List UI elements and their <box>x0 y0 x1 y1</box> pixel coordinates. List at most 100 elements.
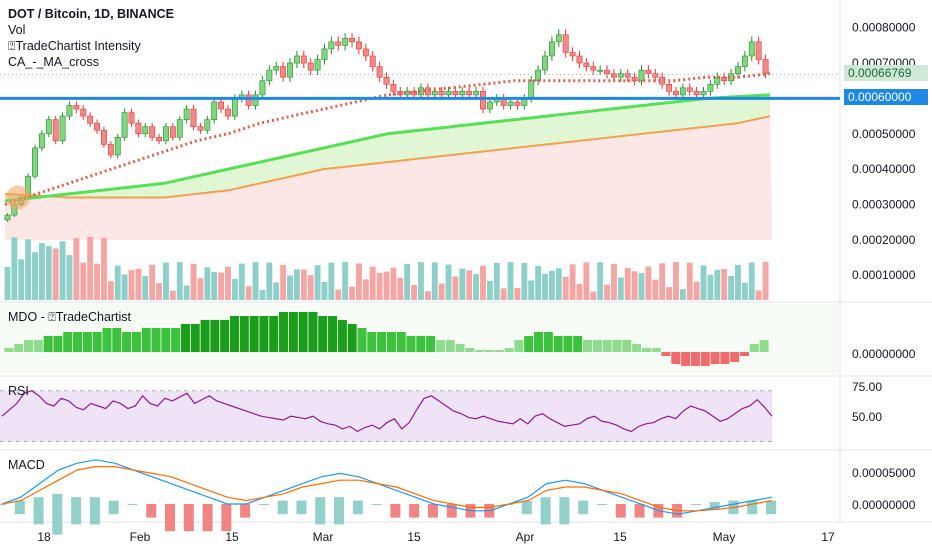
mdo-bar <box>553 336 563 352</box>
macd-histogram-bar <box>352 500 363 515</box>
volume-bar <box>225 266 231 300</box>
signal-line <box>1 466 773 512</box>
symbol-title[interactable]: DOT / Bitcoin, 1D, BINANCE <box>8 7 174 21</box>
mdo-label[interactable]: MDO - ⍰TradeChartist <box>8 310 132 324</box>
price-axis-label: 0.00040000 <box>852 162 916 176</box>
mdo-bar <box>622 340 632 352</box>
volume-bar <box>604 284 610 300</box>
ma-green-line <box>4 93 771 203</box>
candle-body <box>762 59 769 74</box>
volume-bar <box>638 273 645 300</box>
volume-bar <box>273 282 280 300</box>
candle-body <box>107 144 114 156</box>
legend-vol[interactable]: Vol <box>8 23 26 37</box>
candle-body <box>555 34 562 43</box>
legend-ma-cross[interactable]: CA_-_MA_cross <box>8 55 99 69</box>
candle-body <box>176 119 183 138</box>
volume-bar <box>652 279 659 300</box>
candle-body <box>645 69 652 74</box>
rsi-label[interactable]: RSI <box>8 384 29 398</box>
macd-histogram-bar <box>0 504 6 505</box>
macd-histogram-bar <box>277 500 288 515</box>
macd-histogram-bar <box>296 500 307 515</box>
mdo-bar <box>239 316 249 352</box>
volume-bar <box>569 264 576 300</box>
macd-histogram-bar <box>240 504 251 518</box>
volume-bar <box>645 266 652 300</box>
candle-body <box>741 55 748 67</box>
rsi-axis-label: 75.00 <box>852 380 882 394</box>
volume-bar <box>25 239 32 300</box>
candle-body <box>693 91 700 96</box>
volume-bar <box>369 266 376 300</box>
volume-bar <box>507 262 514 300</box>
volume-bar <box>190 263 197 300</box>
candle-body <box>486 101 493 110</box>
candle-body <box>321 48 328 60</box>
candle-body <box>355 41 362 50</box>
candle-body <box>280 66 287 78</box>
volume-bar <box>659 263 666 300</box>
macd-histogram-bar <box>559 497 570 525</box>
time-axis-label: 15 <box>613 530 627 544</box>
volume-bar <box>293 269 300 300</box>
mdo-bar <box>161 328 171 352</box>
candle-body <box>590 66 597 71</box>
time-axis-label: Apr <box>516 530 535 544</box>
volume-bar <box>728 275 735 300</box>
volume-bar <box>748 262 755 300</box>
mdo-bar <box>759 340 769 352</box>
candle-body <box>252 94 259 106</box>
time-axis-label: 15 <box>407 530 421 544</box>
mdo-bar <box>73 332 83 352</box>
candle-body <box>245 94 252 106</box>
mdo-bar <box>43 336 53 352</box>
macd-histogram-bar <box>690 504 701 505</box>
macd-label[interactable]: MACD <box>8 458 45 472</box>
volume-bar <box>197 278 204 300</box>
mdo-bar <box>583 340 593 352</box>
volume-bar <box>259 289 266 300</box>
chart-legend: DOT / Bitcoin, 1D, BINANCE Vol ⍰TradeCha… <box>8 6 174 70</box>
candle-body <box>735 66 741 74</box>
candle-body <box>583 62 590 67</box>
volume-bar <box>94 263 100 300</box>
volume-bar <box>562 276 569 300</box>
last-price-tag: 0.00066769 <box>844 65 928 81</box>
candle-body <box>452 91 459 96</box>
volume-bar <box>679 289 686 300</box>
legend-intensity[interactable]: ⍰TradeChartist Intensity <box>8 39 141 53</box>
macd-histogram-bar <box>634 504 645 518</box>
candle-body <box>362 48 369 57</box>
mdo-bar <box>563 336 573 352</box>
candle-body <box>542 55 548 71</box>
macd-histogram-bar <box>202 504 213 532</box>
volume-bar <box>741 282 748 300</box>
mdo-bar <box>749 344 759 352</box>
volume-bar <box>762 262 769 300</box>
candle-body <box>300 55 307 64</box>
macd-histogram-bar <box>334 497 345 525</box>
candle-body <box>121 112 128 138</box>
mdo-bar <box>328 316 338 352</box>
volume-bar <box>156 283 163 300</box>
volume-bar <box>300 269 307 300</box>
candle-body <box>307 62 314 71</box>
mdo-bar <box>475 350 485 352</box>
candle-body <box>169 126 176 138</box>
candle-body <box>459 91 466 96</box>
macd-histogram-bar <box>89 497 100 525</box>
candle-body <box>32 147 38 177</box>
mdo-bar <box>416 336 426 352</box>
mdo-bar <box>357 328 367 352</box>
mdo-bar <box>220 320 230 352</box>
mdo-bar <box>63 332 73 352</box>
mdo-bar <box>377 332 387 352</box>
mdo-bar <box>455 344 465 352</box>
candle-body <box>328 41 335 50</box>
macd-histogram-bar <box>52 493 63 535</box>
macd-axis-label: 0.00000000 <box>852 498 916 512</box>
macd-histogram-bar <box>409 504 420 518</box>
volume-bar <box>32 252 38 300</box>
